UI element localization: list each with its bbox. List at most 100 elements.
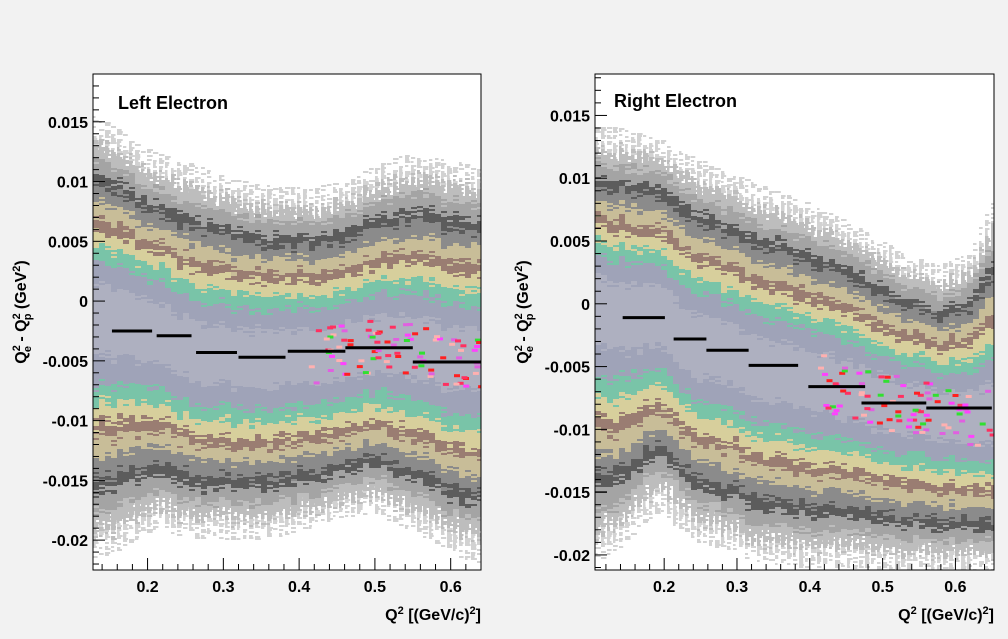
heatmap-cell bbox=[117, 533, 121, 535]
heatmap-cell bbox=[249, 261, 255, 263]
heatmap-cell bbox=[249, 359, 255, 361]
heatmap-cell bbox=[117, 461, 123, 463]
heatmap-cell bbox=[141, 397, 147, 399]
heatmap-cell bbox=[129, 395, 135, 397]
heatmap-cell bbox=[165, 414, 171, 416]
heatmap-cell bbox=[243, 215, 249, 217]
heatmap-cell bbox=[225, 488, 231, 490]
heatmap-cell bbox=[159, 250, 165, 252]
heatmap-cell bbox=[111, 280, 117, 282]
heatmap-cell bbox=[135, 478, 141, 480]
heatmap-cell bbox=[165, 504, 169, 506]
heatmap-cell bbox=[117, 259, 123, 261]
heatmap-cell bbox=[183, 241, 189, 243]
heatmap-cell bbox=[153, 402, 159, 404]
heatmap-cell bbox=[195, 485, 201, 487]
heatmap-cell bbox=[177, 194, 183, 196]
heatmap-cell bbox=[171, 364, 177, 366]
heatmap-cell bbox=[123, 374, 129, 376]
heatmap-cell bbox=[243, 339, 249, 341]
heatmap-cell bbox=[213, 388, 219, 390]
heatmap-cell bbox=[237, 296, 243, 298]
heatmap-cell bbox=[207, 452, 213, 454]
heatmap-cell bbox=[153, 186, 159, 188]
heatmap-cell bbox=[177, 248, 183, 250]
heatmap-cell bbox=[219, 367, 225, 369]
heatmap-cell bbox=[207, 282, 213, 284]
heatmap-cell bbox=[117, 407, 123, 409]
heatmap-cell bbox=[135, 354, 141, 356]
heatmap-cell bbox=[231, 478, 237, 480]
heatmap-cell bbox=[213, 180, 217, 182]
heatmap-cell bbox=[231, 438, 237, 440]
heatmap-cell bbox=[219, 333, 225, 335]
heatmap-cell bbox=[141, 205, 147, 207]
heatmap-cell bbox=[171, 286, 177, 288]
heatmap-cell bbox=[213, 224, 219, 226]
heatmap-cell bbox=[93, 298, 99, 300]
heatmap-cell bbox=[189, 501, 195, 503]
heatmap-cell bbox=[231, 472, 237, 474]
heatmap-cell bbox=[195, 297, 201, 299]
heatmap-cell bbox=[147, 457, 153, 459]
heatmap-cell bbox=[213, 504, 219, 506]
heatmap-cell bbox=[159, 330, 165, 332]
heatmap-cell bbox=[177, 342, 183, 344]
heatmap-cell bbox=[129, 457, 135, 459]
heatmap-cell bbox=[171, 296, 177, 298]
heatmap-cell bbox=[201, 295, 207, 297]
heatmap-cell bbox=[111, 236, 117, 238]
heatmap-cell bbox=[171, 454, 177, 456]
heatmap-cell bbox=[117, 499, 123, 501]
heatmap-cell bbox=[249, 235, 255, 237]
heatmap-cell bbox=[159, 252, 165, 254]
heatmap-cell bbox=[117, 515, 123, 517]
heatmap-cell bbox=[141, 403, 147, 405]
heatmap-cell bbox=[171, 272, 177, 274]
heatmap-cell bbox=[195, 317, 201, 319]
heatmap-cell bbox=[135, 228, 141, 230]
heatmap-cell bbox=[153, 258, 159, 260]
heatmap-cell bbox=[177, 344, 183, 346]
heatmap-cell bbox=[147, 353, 153, 355]
heatmap-cell bbox=[111, 314, 117, 316]
heatmap-cell bbox=[249, 361, 255, 363]
heatmap-cell bbox=[135, 350, 141, 352]
heatmap-cell bbox=[141, 309, 147, 311]
heatmap-cell bbox=[99, 219, 105, 221]
heatmap-cell bbox=[237, 494, 243, 496]
heatmap-cell bbox=[171, 246, 177, 248]
heatmap-cell bbox=[99, 135, 104, 137]
heatmap-cell bbox=[201, 349, 207, 351]
heatmap-cell bbox=[93, 208, 99, 210]
heatmap-cell bbox=[147, 499, 153, 501]
heatmap-cell bbox=[243, 443, 249, 445]
heatmap-cell bbox=[123, 260, 129, 262]
heatmap-cell bbox=[153, 340, 159, 342]
heatmap-cell bbox=[105, 460, 111, 462]
heatmap-cell bbox=[183, 319, 189, 321]
heatmap-cell bbox=[177, 286, 183, 288]
heatmap-cell bbox=[159, 502, 162, 504]
heatmap-cell bbox=[213, 284, 219, 286]
heatmap-cell bbox=[249, 431, 255, 433]
heatmap-cell bbox=[99, 151, 105, 153]
heatmap-cell bbox=[171, 502, 177, 504]
heatmap-cell bbox=[171, 252, 177, 254]
heatmap-cell bbox=[219, 447, 225, 449]
heatmap-cell bbox=[111, 284, 117, 286]
heatmap-cell bbox=[177, 284, 183, 286]
heatmap-cell bbox=[177, 188, 183, 190]
heatmap-cell bbox=[219, 441, 225, 443]
heatmap-cell bbox=[243, 305, 249, 307]
heatmap-cell bbox=[195, 241, 201, 243]
heatmap-cell bbox=[195, 427, 201, 429]
heatmap-cell bbox=[147, 301, 153, 303]
heatmap-cell bbox=[231, 374, 237, 376]
heatmap-cell bbox=[219, 471, 225, 473]
heatmap-cell bbox=[147, 397, 153, 399]
heatmap-cell bbox=[243, 377, 249, 379]
heatmap-cell bbox=[237, 516, 240, 518]
heatmap-cell bbox=[147, 213, 153, 215]
heatmap-cell bbox=[219, 407, 225, 409]
